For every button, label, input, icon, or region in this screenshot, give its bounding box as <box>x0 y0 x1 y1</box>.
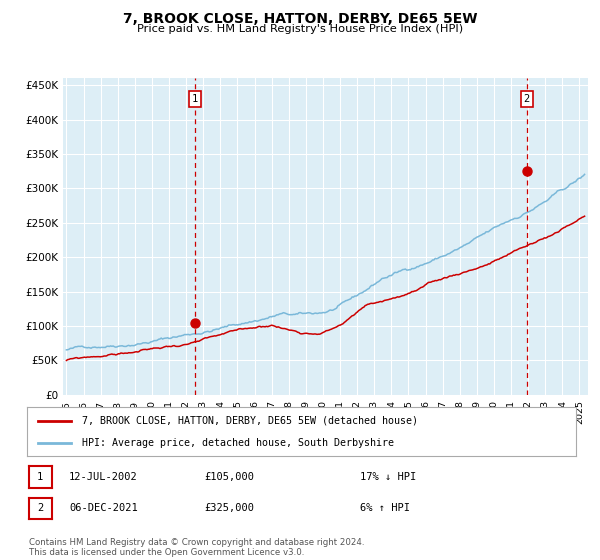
Text: 6% ↑ HPI: 6% ↑ HPI <box>360 503 410 514</box>
Text: Contains HM Land Registry data © Crown copyright and database right 2024.
This d: Contains HM Land Registry data © Crown c… <box>29 538 364 557</box>
Text: 17% ↓ HPI: 17% ↓ HPI <box>360 472 416 482</box>
Text: 7, BROOK CLOSE, HATTON, DERBY, DE65 5EW: 7, BROOK CLOSE, HATTON, DERBY, DE65 5EW <box>123 12 477 26</box>
Text: 12-JUL-2002: 12-JUL-2002 <box>69 472 138 482</box>
Text: 2: 2 <box>524 94 530 104</box>
Text: 1: 1 <box>192 94 199 104</box>
Text: 06-DEC-2021: 06-DEC-2021 <box>69 503 138 514</box>
Text: £105,000: £105,000 <box>204 472 254 482</box>
Text: HPI: Average price, detached house, South Derbyshire: HPI: Average price, detached house, Sout… <box>82 437 394 447</box>
Text: 1: 1 <box>37 472 43 482</box>
Text: 2: 2 <box>37 503 43 514</box>
Text: 7, BROOK CLOSE, HATTON, DERBY, DE65 5EW (detached house): 7, BROOK CLOSE, HATTON, DERBY, DE65 5EW … <box>82 416 418 426</box>
Text: Price paid vs. HM Land Registry's House Price Index (HPI): Price paid vs. HM Land Registry's House … <box>137 24 463 34</box>
Text: £325,000: £325,000 <box>204 503 254 514</box>
